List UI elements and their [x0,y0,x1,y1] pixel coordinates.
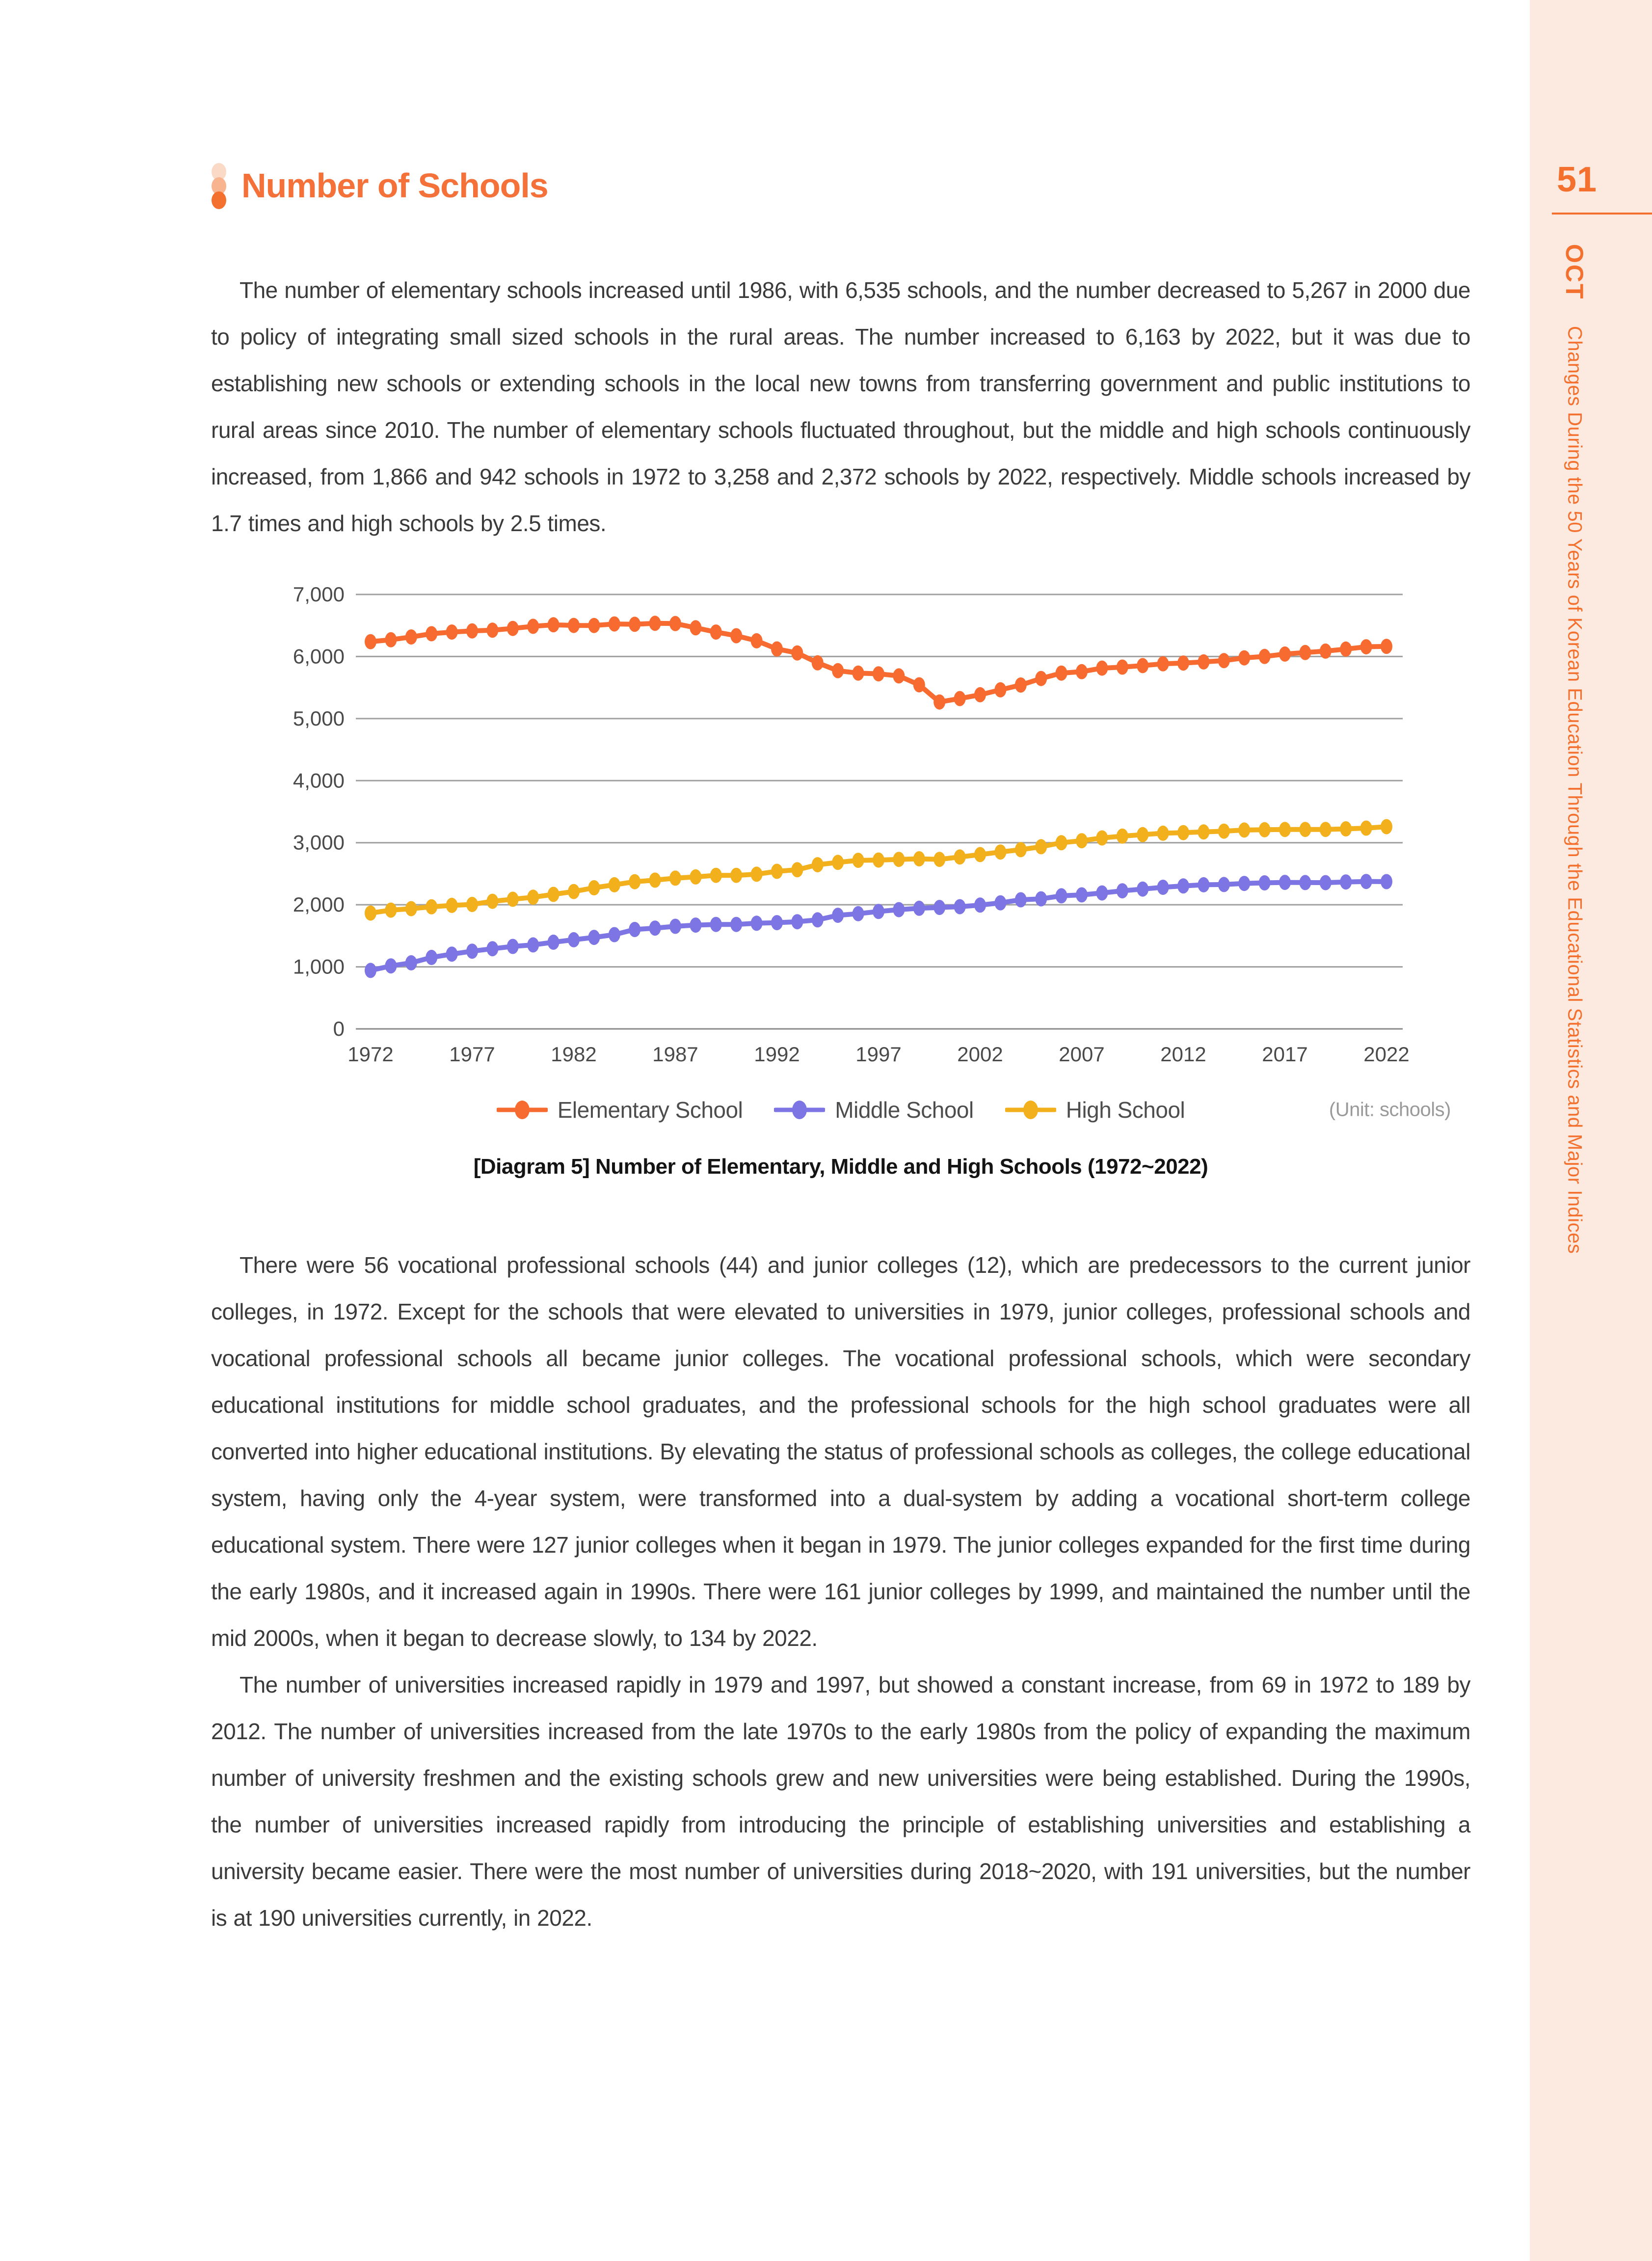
y-tick-3,000: 3,000 [293,831,345,854]
chart-grid: 0 1,000 2,000 3,000 4,000 5,000 6,000 7,000 [293,583,1403,1040]
legend-marker-high-school [1005,1101,1056,1119]
section-bullet-icon [211,163,227,209]
section-header: Number of Schools [211,163,1470,209]
y-tick-0: 0 [333,1017,345,1040]
x-tick-1972: 1972 [347,1043,393,1066]
x-tick-1987: 1987 [652,1043,698,1066]
chart-x-axis: 1972 1977 1982 1987 1992 1997 2002 2007 2012 2017… [347,1043,1409,1066]
x-tick-2012: 2012 [1160,1043,1206,1066]
sidebar-caption: Changes During the 50 Years of Korean Ed… [1564,325,1586,1254]
chart-caption: [Diagram 5] Number of Elementary, Middle… [473,1155,1208,1179]
legend-label-elementary-school: Elementary School [557,1097,743,1123]
y-tick-5,000: 5,000 [293,707,345,730]
legend-marker-elementary-school [496,1101,548,1119]
legend-label-high-school: High School [1066,1097,1185,1123]
paragraph-junior-colleges: There were 56 vocational professional sc… [211,1252,1471,1651]
series-elementary-school [365,616,1392,710]
y-tick-6,000: 6,000 [293,645,345,668]
sidebar-vertical-text: OCT Changes During the 50 Years of Korea… [1560,244,1589,1254]
diagram-5-figure: 0 1,000 2,000 3,000 4,000 5,000 6,000 7,000 1972… [211,574,1470,1179]
x-tick-2002: 2002 [957,1043,1003,1066]
series-middle-school [365,874,1392,978]
legend-item-high-school: High School [1005,1097,1185,1123]
sidebar: 51 OCT Changes During the 50 Years of Ko… [1530,0,1652,2261]
sidebar-rule [1552,213,1652,215]
chart-legend: Elementary School Middle School High Schoo… [211,1096,1470,1124]
x-tick-1977: 1977 [449,1043,495,1066]
x-tick-2022: 2022 [1363,1043,1409,1066]
legend-label-middle-school: Middle School [835,1097,974,1123]
series-high-school [365,819,1392,921]
x-tick-1982: 1982 [551,1043,596,1066]
y-tick-1,000: 1,000 [293,955,345,978]
y-tick-2,000: 2,000 [293,893,345,916]
page-title: Number of Schools [241,166,549,205]
legend-item-middle-school: Middle School [774,1097,974,1123]
sidebar-tab-label: OCT [1561,244,1588,300]
legend-marker-middle-school [774,1101,826,1119]
y-tick-4,000: 4,000 [293,769,345,792]
x-tick-2017: 2017 [1262,1043,1307,1066]
page-number: 51 [1557,160,1598,199]
x-tick-1992: 1992 [754,1043,799,1066]
x-tick-1997: 1997 [855,1043,901,1066]
unit-label: (Unit: schools) [1329,1099,1451,1121]
line-chart: 0 1,000 2,000 3,000 4,000 5,000 6,000 7,000 1972… [211,574,1470,1077]
legend-item-elementary-school: Elementary School [496,1097,743,1123]
x-tick-2007: 2007 [1059,1043,1104,1066]
paragraph-universities: The number of universities increased rap… [211,1672,1471,1931]
paragraph-elementary-schools: The number of elementary schools increas… [211,277,1471,536]
main-content: Number of Schools The number of elementa… [211,0,1471,1941]
y-tick-7,000: 7,000 [293,583,345,606]
